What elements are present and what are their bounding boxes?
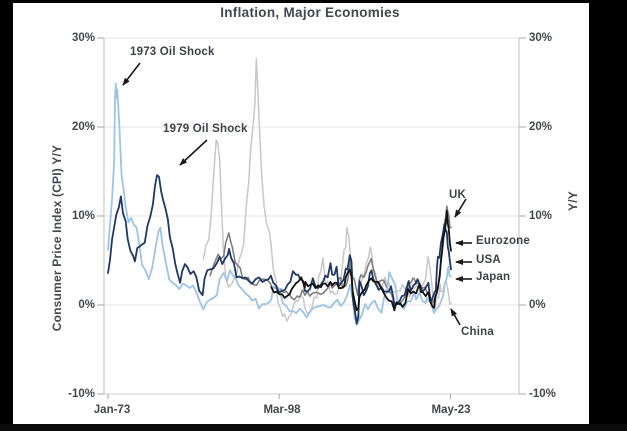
series-line-uk <box>209 205 452 306</box>
y-tick-right-30: 30% <box>529 32 553 44</box>
annotation-1979-oil-shock: 1979 Oil Shock <box>163 123 248 135</box>
chart-title: Inflation, Major Economies <box>220 5 400 20</box>
y-tick-left-30: 30% <box>71 32 95 44</box>
annotation-uk-label: UK <box>449 189 467 201</box>
annotation-china-label: China <box>461 326 494 338</box>
y-tick-right-n10: -10% <box>529 388 556 400</box>
y-tick-left-20: 20% <box>71 121 95 133</box>
x-tick-may23: May-23 <box>431 404 471 416</box>
y-tick-left-0: 0% <box>78 299 95 311</box>
annotation-japan-label: Japan <box>476 271 511 283</box>
series-line-eurozone <box>270 209 452 312</box>
arrow-1973-oil-shock <box>122 62 141 86</box>
frame-bottom-bar <box>0 424 627 431</box>
frame-right-bar <box>589 0 627 431</box>
x-tick-jan73: Jan-73 <box>93 404 131 416</box>
annotation-eurozone-label: Eurozone <box>476 235 530 247</box>
arrow-1979-oil-shock <box>179 139 208 166</box>
frame-left-bar <box>0 0 13 431</box>
y-axis-title-left: Consumer Price Index (CPI) Y/Y <box>50 144 64 332</box>
y-tick-right-20: 20% <box>529 121 553 133</box>
series-line-china <box>202 57 452 322</box>
y-axis-title-right: Y/Y <box>566 191 580 211</box>
series-line-usa <box>107 174 452 325</box>
y-tick-left-10: 10% <box>71 210 95 222</box>
y-tick-right-10: 10% <box>529 210 553 222</box>
y-tick-left-n10: -10% <box>68 388 95 400</box>
x-tick-mar98: Mar-98 <box>263 404 301 416</box>
frame-top-bar <box>0 0 627 3</box>
series-line-japan <box>107 82 452 326</box>
arrow-china <box>450 308 461 326</box>
y-tick-right-0: 0% <box>529 299 546 311</box>
annotation-usa-label: USA <box>476 254 501 266</box>
arrow-uk <box>454 198 467 218</box>
annotation-1973-oil-shock: 1973 Oil Shock <box>130 46 215 58</box>
